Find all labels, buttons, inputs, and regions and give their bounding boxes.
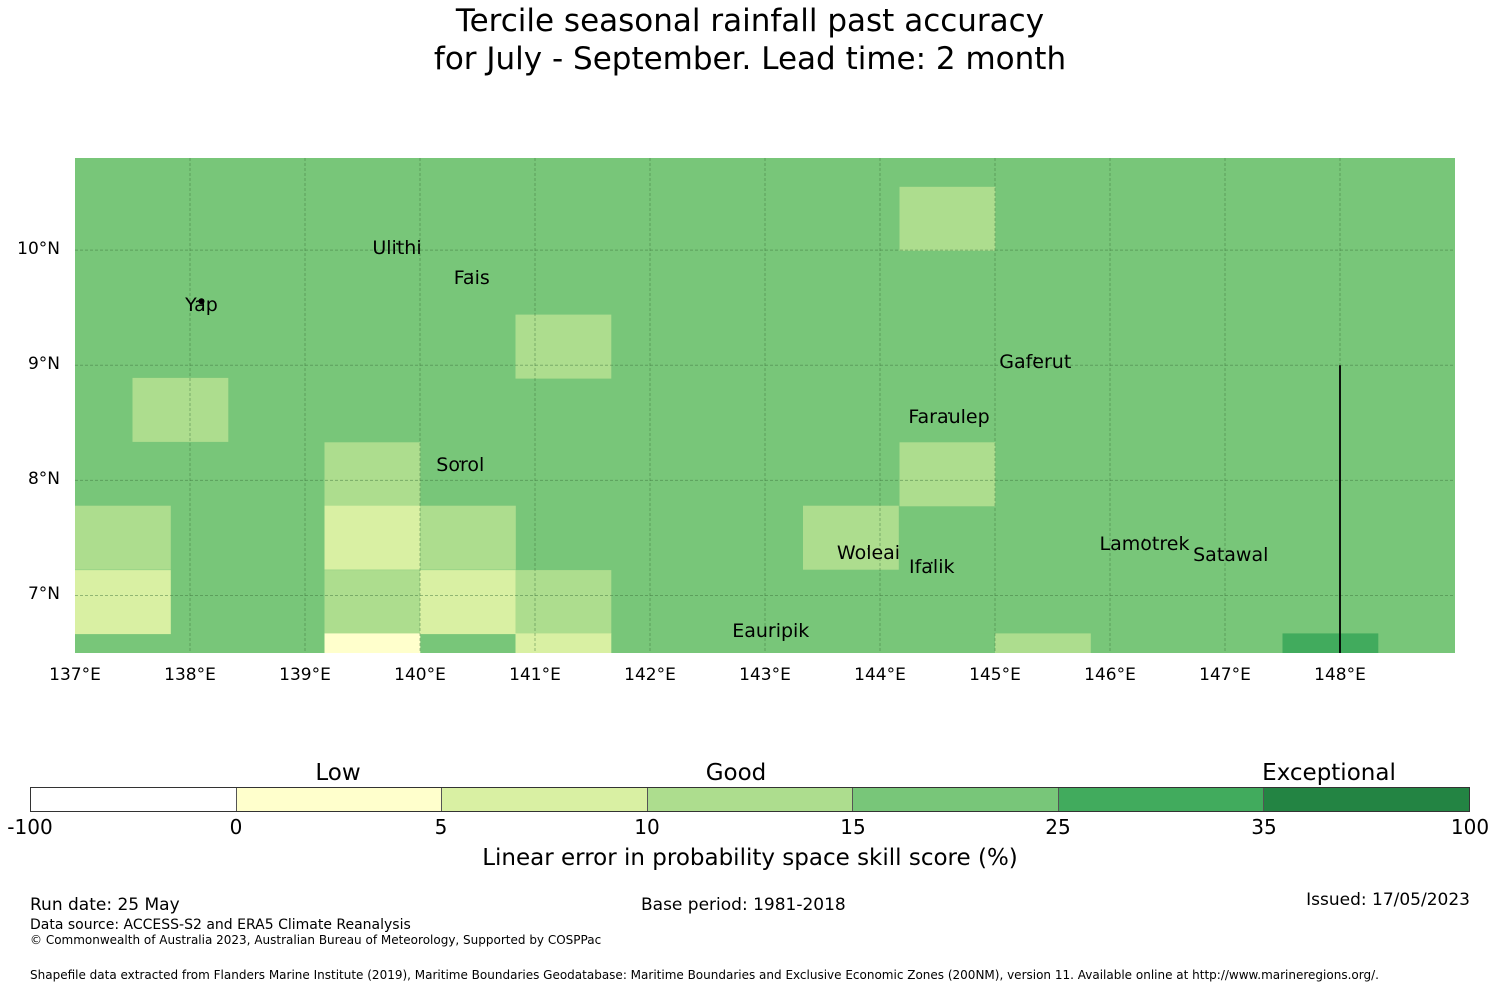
colorbar-tick: 10: [634, 815, 660, 839]
grid-cell: [899, 186, 996, 251]
base-period: Base period: 1981-2018: [641, 895, 846, 915]
latitude-tick-label: 10°N: [17, 239, 60, 260]
colorbar-tick: 0: [229, 815, 243, 839]
issued-date: Issued: 17/05/2023: [1306, 890, 1470, 910]
longitude-tick-label: 137°E: [49, 665, 101, 685]
island-label: Ifalik: [909, 555, 955, 578]
island-marker: [1229, 550, 1232, 553]
island-label: Lamotrek: [1099, 532, 1190, 555]
colorbar-label: Linear error in probability space skill …: [482, 845, 1018, 871]
island-markers: [198, 242, 1232, 629]
island-marker: [930, 561, 933, 564]
latitude-tick-label: 9°N: [27, 354, 60, 375]
grid-cell: [515, 314, 612, 379]
island-label: Gaferut: [999, 350, 1072, 373]
longitude-tick-label: 139°E: [279, 665, 331, 685]
colorbar-segment-35-100: [1264, 788, 1470, 811]
grid-cell: [75, 570, 171, 635]
grid-cell: [515, 570, 612, 635]
island-label: Faraulep: [908, 406, 990, 428]
island-marker: [1143, 538, 1146, 541]
title-line-2: for July - September. Lead time: 2 month: [433, 41, 1067, 77]
grid-cell: [803, 505, 899, 570]
longitude-tick-label: 144°E: [854, 665, 906, 685]
grid-cell: [324, 633, 421, 653]
shapefile-credit: Shapefile data extracted from Flanders M…: [30, 968, 1379, 982]
colorbar-tick: 25: [1045, 815, 1071, 839]
longitude-tick-label: 145°E: [969, 665, 1021, 685]
colorbar-segment-15-25: [853, 788, 1059, 811]
grid-cell: [132, 377, 229, 442]
grid-cell: [1282, 633, 1379, 653]
island-label: Satawal: [1193, 544, 1269, 567]
longitude-tick-label: 141°E: [509, 665, 561, 685]
grid-cell: [324, 570, 421, 635]
island-label: Eauripik: [732, 620, 810, 643]
colorbar-tick: -100: [7, 815, 53, 839]
island-marker: [948, 412, 950, 414]
grid-cells: [75, 186, 1379, 653]
latitude-tick-label: 7°N: [27, 584, 60, 605]
island-label: Ulithi: [372, 236, 422, 259]
grid-cell: [995, 633, 1091, 653]
colorbar-segment-neg: [31, 788, 237, 811]
grid-cell: [515, 633, 612, 653]
island-label: Fais: [453, 266, 490, 289]
run-date: Run date: 25 May: [30, 895, 180, 915]
longitude-tick-label: 140°E: [394, 665, 446, 685]
longitude-tick-label: 146°E: [1084, 665, 1136, 685]
title-line-1: Tercile seasonal rainfall past accuracy: [455, 3, 1045, 39]
longitude-tick-label: 138°E: [164, 665, 216, 685]
longitude-tick-label: 142°E: [624, 665, 676, 685]
colorbar-segment-10-15: [647, 788, 854, 811]
island-marker: [867, 547, 870, 550]
colorbar-segment-25-35: [1058, 788, 1265, 811]
grid-cell: [899, 633, 996, 653]
grid-cell: [324, 442, 421, 507]
skill-score-map: [75, 158, 1455, 653]
data-source: Data source: ACCESS-S2 and ERA5 Climate …: [30, 917, 411, 933]
colorbar-category-exceptional: Exceptional: [1262, 760, 1396, 786]
longitude-tick-label: 143°E: [739, 665, 791, 685]
map-background: [75, 158, 1455, 653]
colorbar-tick: 5: [434, 815, 448, 839]
colorbar-category-good: Good: [705, 760, 767, 786]
colorbar-tick: 35: [1251, 815, 1277, 839]
grid-cell: [420, 570, 516, 635]
island-label: Sorol: [436, 454, 485, 477]
grid-cell: [899, 442, 996, 507]
colorbar-category-low: Low: [315, 760, 361, 786]
longitude-tick-label: 148°E: [1314, 665, 1366, 685]
colorbar-segment-0-5: [236, 788, 443, 811]
island-marker: [198, 298, 205, 305]
colorbar-tick: 100: [1450, 815, 1490, 839]
chart-title: Tercile seasonal rainfall past accuracy …: [0, 2, 1500, 78]
grid-cell: [420, 505, 516, 570]
island-marker: [470, 272, 473, 275]
island-marker: [459, 460, 462, 463]
colorbar-tick: 15: [840, 815, 866, 839]
island-label: Woleai: [836, 541, 901, 564]
graticule: [75, 158, 1455, 653]
island-marker: [1034, 356, 1037, 359]
map-background-fill: [75, 158, 1455, 653]
island-marker: [769, 626, 772, 629]
colorbar: [30, 787, 1470, 812]
grid-cell: [75, 505, 171, 570]
grid-cell: [324, 505, 421, 570]
island-marker: [396, 242, 398, 245]
copyright: © Commonwealth of Australia 2023, Austra…: [30, 933, 602, 947]
colorbar-segment-5-10: [442, 788, 648, 811]
island-label: Yap: [185, 294, 218, 317]
longitude-tick-label: 147°E: [1199, 665, 1251, 685]
latitude-tick-label: 8°N: [27, 469, 60, 490]
